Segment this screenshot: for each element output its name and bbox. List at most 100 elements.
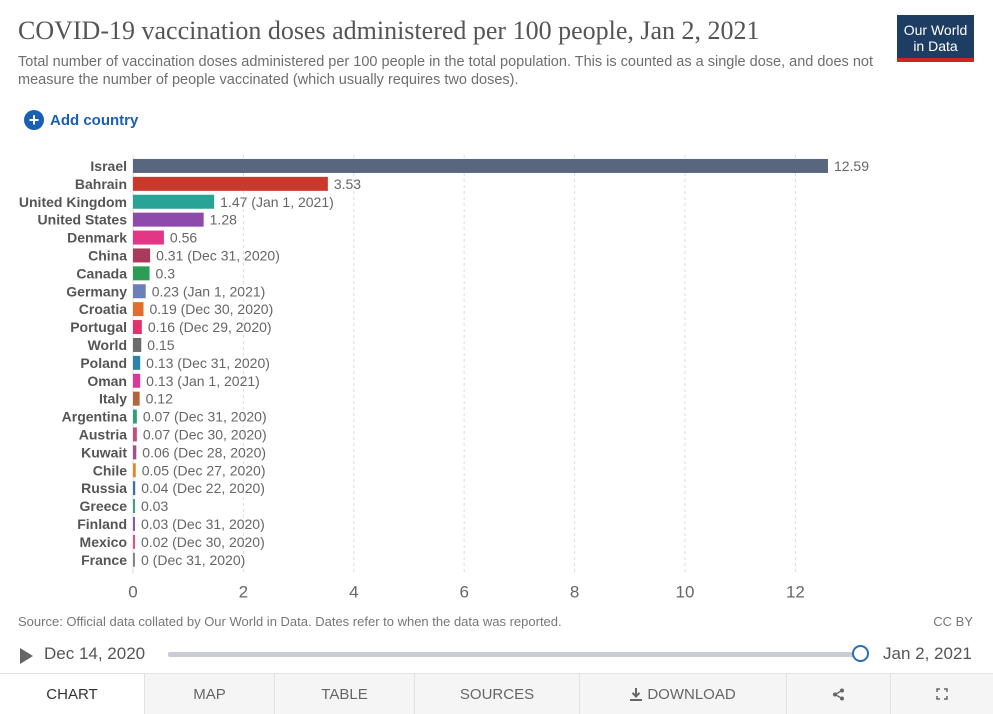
value-label: 0.04 (Dec 22, 2020)	[141, 480, 265, 496]
tab-map[interactable]: MAP	[145, 674, 275, 714]
value-label: 1.28	[210, 212, 237, 228]
bar	[133, 516, 135, 531]
timeline-end-date: Jan 2, 2021	[883, 644, 972, 663]
page-title: COVID-19 vaccination doses administered …	[18, 16, 760, 45]
value-label: 0.15	[147, 337, 174, 353]
bar	[133, 499, 135, 514]
category-label: Finland	[77, 516, 127, 532]
category-label: Mexico	[80, 534, 127, 550]
tab-sources-label: SOURCES	[459, 685, 535, 703]
bar	[133, 320, 142, 335]
value-label: 0.3	[156, 265, 176, 281]
logo-line-2: in Data	[913, 38, 958, 54]
bar	[133, 248, 151, 263]
owid-logo[interactable]: Our World in Data	[897, 15, 974, 62]
value-label: 0.03	[141, 498, 168, 514]
timeline-start-date: Dec 14, 2020	[44, 644, 146, 663]
value-label: 0.07 (Dec 30, 2020)	[143, 426, 267, 442]
category-label: Canada	[76, 265, 127, 281]
timeline: Dec 14, 2020 Jan 2, 2021	[0, 640, 993, 670]
value-label: 0.23 (Jan 1, 2021)	[152, 283, 266, 299]
x-tick-label: 4	[349, 583, 358, 602]
add-country-button[interactable]: + Add country	[24, 110, 138, 130]
tab-download[interactable]: DOWNLOAD	[580, 674, 787, 714]
x-tick-label: 8	[570, 583, 579, 602]
bar	[133, 463, 136, 478]
bar	[133, 391, 140, 406]
category-label: Portugal	[70, 319, 127, 335]
value-label: 0.13 (Jan 1, 2021)	[146, 373, 260, 389]
bar	[133, 176, 328, 191]
value-label: 0.06 (Dec 28, 2020)	[142, 444, 266, 460]
bar	[133, 230, 164, 245]
license-link[interactable]: CC BY	[933, 614, 973, 629]
share-button[interactable]	[787, 674, 891, 714]
plus-circle-icon: +	[24, 110, 44, 130]
category-label: Poland	[80, 355, 127, 371]
timeline-track[interactable]	[168, 652, 862, 657]
bar	[133, 212, 204, 227]
tab-map-label: MAP	[193, 685, 226, 703]
tab-chart-label: CHART	[46, 685, 98, 703]
value-label: 0.02 (Dec 30, 2020)	[141, 534, 265, 550]
bar	[133, 355, 141, 370]
value-label: 0.56	[170, 230, 197, 246]
x-tick-label: 0	[128, 583, 137, 602]
tab-table-label: TABLE	[321, 685, 368, 703]
category-label: United Kingdom	[19, 194, 127, 210]
chart-subtitle: Total number of vaccination doses admini…	[18, 54, 873, 88]
add-country-label: Add country	[50, 111, 139, 129]
tab-chart[interactable]: CHART	[0, 674, 145, 714]
tab-download-label: DOWNLOAD	[647, 685, 736, 703]
bar	[133, 194, 215, 209]
category-label: China	[88, 247, 127, 263]
x-tick-label: 10	[676, 583, 695, 602]
category-label: France	[81, 552, 127, 568]
play-icon[interactable]	[20, 648, 33, 664]
tab-table[interactable]: TABLE	[275, 674, 415, 714]
category-label: Israel	[90, 158, 127, 174]
timeline-handle[interactable]	[852, 645, 869, 662]
tab-bar: CHART MAP TABLE SOURCES DOWNLOAD	[0, 673, 993, 714]
download-icon	[630, 687, 643, 701]
category-label: Russia	[81, 480, 127, 496]
category-label: Oman	[87, 373, 127, 389]
category-label: Austria	[79, 426, 127, 442]
share-icon	[833, 688, 844, 700]
bar	[133, 481, 136, 496]
value-label: 0.12	[146, 391, 173, 407]
x-tick-label: 12	[786, 583, 805, 602]
bar	[133, 284, 146, 299]
x-tick-label: 2	[239, 583, 248, 602]
bar	[133, 373, 141, 388]
bar	[133, 427, 137, 442]
bar	[133, 445, 137, 460]
category-label: Germany	[66, 283, 127, 299]
bar	[133, 409, 137, 424]
x-tick-label: 6	[459, 583, 468, 602]
value-label: 0.31 (Dec 31, 2020)	[156, 247, 280, 263]
value-label: 1.47 (Jan 1, 2021)	[220, 194, 334, 210]
value-label: 0.19 (Dec 30, 2020)	[149, 301, 273, 317]
source-note: Source: Official data collated by Our Wo…	[18, 614, 562, 629]
bar-chart: 0 2 4 6 8 10 12 Israel 12.59 Bahrain 3.53 United Ki…	[19, 155, 869, 602]
value-label: 12.59	[834, 158, 869, 174]
value-label: 0.07 (Dec 31, 2020)	[143, 409, 267, 425]
bar	[133, 158, 828, 173]
bar	[133, 266, 150, 281]
bar	[133, 534, 135, 549]
value-label: 0.16 (Dec 29, 2020)	[148, 319, 272, 335]
category-label: Italy	[99, 391, 127, 407]
fullscreen-button[interactable]	[891, 674, 993, 714]
category-label: World	[88, 337, 127, 353]
category-label: Greece	[80, 498, 128, 514]
value-label: 0.13 (Dec 31, 2020)	[146, 355, 270, 371]
category-label: Denmark	[67, 230, 127, 246]
category-label: Bahrain	[75, 176, 127, 192]
category-label: Chile	[93, 462, 127, 478]
category-label: Croatia	[79, 301, 127, 317]
value-label: 0 (Dec 31, 2020)	[141, 552, 245, 568]
tab-sources[interactable]: SOURCES	[415, 674, 580, 714]
value-label: 3.53	[334, 176, 361, 192]
fullscreen-icon	[936, 688, 948, 700]
